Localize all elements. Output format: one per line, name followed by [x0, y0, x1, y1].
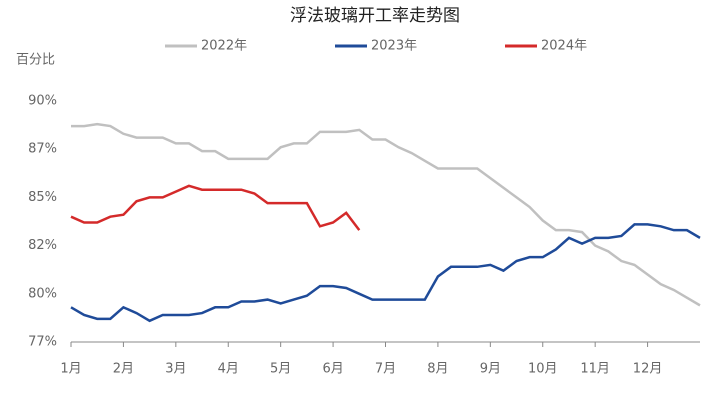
x-tick-label: 3月: [165, 362, 186, 377]
series-line: [70, 184, 361, 231]
x-tick-label: 11月: [580, 362, 610, 377]
chart-title: 浮法玻璃开工率走势图: [290, 6, 460, 26]
x-tick-label: 6月: [322, 362, 343, 377]
x-tick-label: 7月: [375, 362, 396, 377]
y-tick-label: 87%: [28, 142, 57, 157]
x-tick-label: 5月: [270, 362, 291, 377]
x-tick-label: 12月: [633, 362, 663, 377]
y-tick-label: 85%: [28, 190, 57, 205]
y-tick-label: 77%: [28, 335, 57, 350]
series-line: [70, 223, 701, 323]
y-tick-label: 90%: [28, 94, 57, 109]
legend-label: 2023年: [371, 39, 417, 54]
series-line: [71, 122, 701, 307]
x-tick-label: 4月: [218, 362, 239, 377]
y-tick-label: 82%: [28, 238, 57, 253]
x-tick-label: 1月: [60, 362, 81, 377]
x-tick-label: 8月: [427, 362, 448, 377]
x-tick-label: 9月: [480, 362, 501, 377]
y-tick-label: 80%: [28, 286, 57, 301]
x-tick-label: 10月: [528, 362, 558, 377]
x-tick-label: 2月: [113, 362, 134, 377]
legend-label: 2024年: [541, 39, 587, 54]
legend-label: 2022年: [201, 39, 247, 54]
y-axis-label: 百分比: [16, 53, 55, 68]
